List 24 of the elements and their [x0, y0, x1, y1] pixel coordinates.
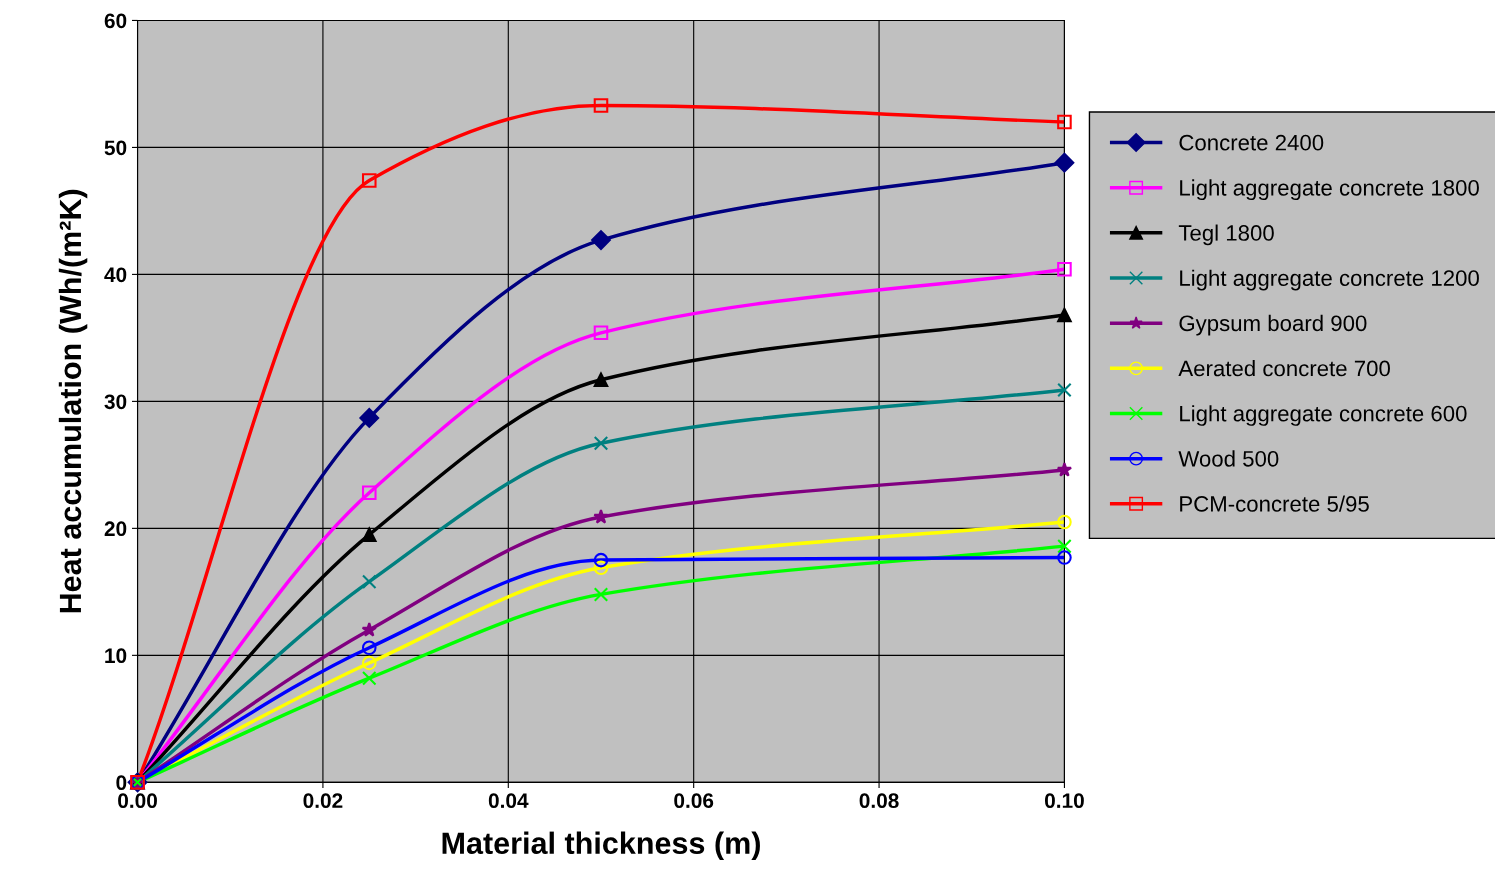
x-tick-label: 0.04	[488, 793, 529, 809]
legend-label: Concrete 2400	[1179, 134, 1324, 151]
x-axis-title: Material thickness (m)	[442, 831, 760, 861]
legend-label: Light aggregate concrete 600	[1180, 405, 1467, 426]
y-axis-title: Heat accumulation (Wh/(m²K)	[58, 189, 88, 613]
legend-label: Wood 500	[1178, 450, 1279, 467]
y-tick-label: 40	[104, 267, 127, 283]
legend-label: PCM-concrete 5/95	[1180, 495, 1369, 512]
legend-label: Tegl 1800	[1178, 224, 1274, 246]
x-tick-label: 0.00	[118, 793, 157, 809]
legend-label: Light aggregate concrete 1800	[1180, 179, 1479, 201]
x-tick-label: 0.08	[859, 793, 899, 809]
y-tick-label: 20	[104, 521, 127, 537]
legend-label: Light aggregate concrete 1200	[1180, 269, 1479, 291]
legend-label: Gypsum board 900	[1179, 314, 1367, 336]
y-tick-label: 30	[104, 394, 127, 410]
y-tick-label: 60	[104, 13, 127, 29]
x-tick-label: 0.02	[303, 793, 343, 809]
y-tick-label: 0	[116, 775, 127, 791]
y-tick-label: 50	[104, 140, 127, 156]
legend-label: Aerated concrete 700	[1178, 360, 1390, 377]
x-tick-label: 0.06	[674, 793, 714, 809]
x-tick-label: 0.10	[1044, 793, 1084, 809]
y-tick-label: 10	[105, 648, 127, 664]
